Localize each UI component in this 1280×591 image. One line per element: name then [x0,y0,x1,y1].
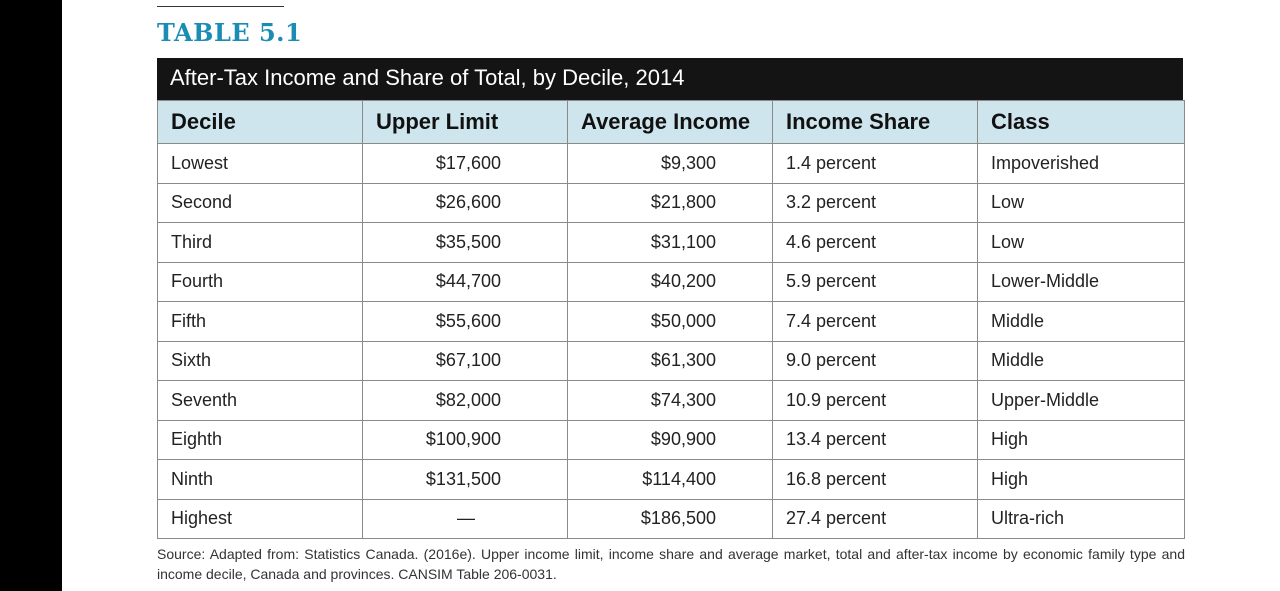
table-label: TABLE 5.1 [157,18,303,47]
cell-average-income: $21,800 [567,182,773,223]
cell-upper-limit: $100,900 [362,419,568,460]
table-row: Fifth $55,600 $50,000 7.4 percent Middle [157,301,1185,342]
table-row: Fourth $44,700 $40,200 5.9 percent Lower-Mid… [157,261,1185,302]
cell-upper-limit: $131,500 [362,459,568,500]
table-row: Seventh $82,000 $74,300 10.9 percent Upper-M… [157,380,1185,421]
cell-average-income: $50,000 [567,301,773,342]
table-row: Eighth $100,900 $90,900 13.4 percent High [157,419,1185,460]
top-rule [157,6,284,7]
cell-class: Ultra-rich [977,498,1185,539]
cell-upper-limit: $67,100 [362,340,568,381]
cell-income-share: 9.0 percent [772,340,978,381]
header-average-income: Average Income [567,100,773,144]
cell-decile: Fourth [157,261,363,302]
header-row: Decile Upper Limit Average Income Income… [157,100,1185,144]
income-table: Decile Upper Limit Average Income Income… [157,100,1185,539]
header-decile: Decile [157,100,363,144]
cell-income-share: 4.6 percent [772,222,978,263]
table-row: Ninth $131,500 $114,400 16.8 percent High [157,459,1185,500]
table-row: Third $35,500 $31,100 4.6 percent Low [157,222,1185,263]
cell-income-share: 13.4 percent [772,419,978,460]
cell-decile: Highest [157,498,363,539]
cell-decile: Eighth [157,419,363,460]
cell-upper-limit: $82,000 [362,380,568,421]
cell-decile: Seventh [157,380,363,421]
cell-class: Middle [977,340,1185,381]
table-caption: After-Tax Income and Share of Total, by … [157,58,1183,100]
cell-income-share: 1.4 percent [772,143,978,184]
cell-class: Low [977,222,1185,263]
cell-decile: Lowest [157,143,363,184]
cell-average-income: $31,100 [567,222,773,263]
income-table-container: After-Tax Income and Share of Total, by … [157,58,1185,539]
table-row: Highest — $186,500 27.4 percent Ultra-rich [157,498,1185,539]
cell-average-income: $114,400 [567,459,773,500]
cell-decile: Fifth [157,301,363,342]
cell-class: Middle [977,301,1185,342]
cell-upper-limit: — [362,498,568,539]
cell-class: Impoverished [977,143,1185,184]
cell-average-income: $74,300 [567,380,773,421]
cell-decile: Ninth [157,459,363,500]
cell-class: High [977,419,1185,460]
cell-decile: Third [157,222,363,263]
cell-income-share: 5.9 percent [772,261,978,302]
cell-class: Upper-Middle [977,380,1185,421]
cell-class: High [977,459,1185,500]
cell-decile: Sixth [157,340,363,381]
table-row: Second $26,600 $21,800 3.2 percent Low [157,182,1185,223]
cell-income-share: 16.8 percent [772,459,978,500]
cell-decile: Second [157,182,363,223]
source-note: Source: Adapted from: Statistics Canada.… [157,546,1185,582]
cell-average-income: $9,300 [567,143,773,184]
cell-income-share: 3.2 percent [772,182,978,223]
cell-average-income: $61,300 [567,340,773,381]
cell-income-share: 7.4 percent [772,301,978,342]
cell-upper-limit: $55,600 [362,301,568,342]
cell-upper-limit: $35,500 [362,222,568,263]
cell-average-income: $186,500 [567,498,773,539]
cell-upper-limit: $26,600 [362,182,568,223]
table-row: Lowest $17,600 $9,300 1.4 percent Impoverish… [157,143,1185,184]
header-upper-limit: Upper Limit [362,100,568,144]
cell-class: Lower-Middle [977,261,1185,302]
cell-average-income: $90,900 [567,419,773,460]
header-class: Class [977,100,1185,144]
document-page: TABLE 5.1 After-Tax Income and Share of … [62,0,1280,591]
cell-upper-limit: $44,700 [362,261,568,302]
cell-class: Low [977,182,1185,223]
header-income-share: Income Share [772,100,978,144]
cell-income-share: 27.4 percent [772,498,978,539]
table-row: Sixth $67,100 $61,300 9.0 percent Middle [157,340,1185,381]
cell-upper-limit: $17,600 [362,143,568,184]
cell-income-share: 10.9 percent [772,380,978,421]
cell-average-income: $40,200 [567,261,773,302]
